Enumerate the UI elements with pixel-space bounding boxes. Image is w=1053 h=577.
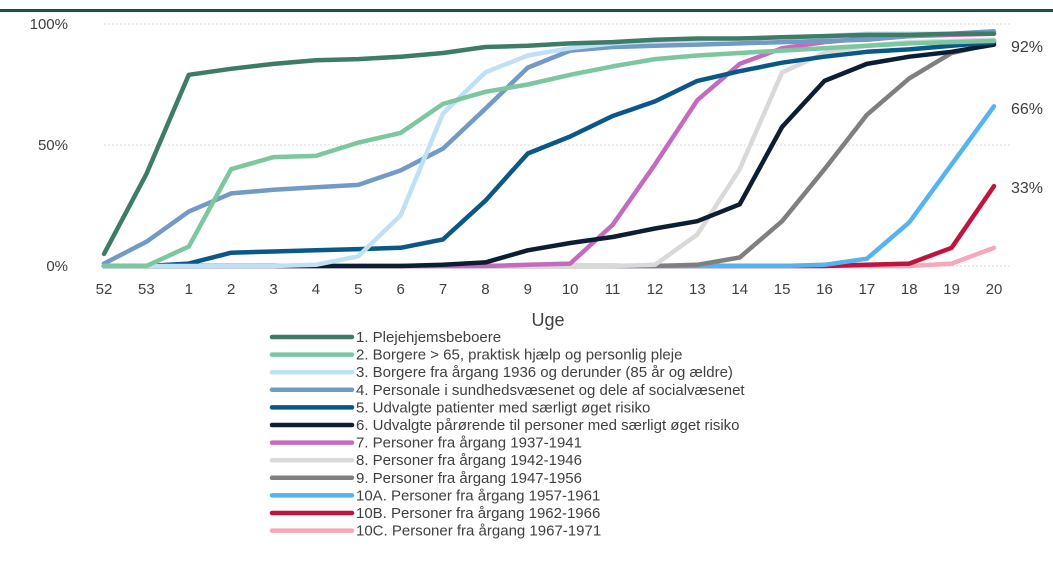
legend-label: 8. Personer fra årgang 1942-1946 — [356, 452, 582, 469]
x-tick-label: 19 — [943, 281, 960, 298]
y-tick-label: 50% — [38, 137, 68, 154]
legend-label: 1. Plejehjemsbeboere — [356, 329, 501, 346]
end-label: 66% — [1011, 101, 1043, 118]
x-tick-label: 9 — [524, 281, 532, 298]
x-tick-label: 17 — [859, 281, 876, 298]
legend-label: 5. Udvalgte patienter med særligt øget r… — [356, 399, 650, 416]
x-tick-label: 10 — [562, 281, 579, 298]
x-tick-label: 16 — [816, 281, 833, 298]
x-tick-label: 18 — [901, 281, 918, 298]
series-group — [101, 29, 997, 269]
legend-label: 10B. Personer fra årgang 1962-1966 — [356, 505, 600, 522]
x-tick-label: 52 — [96, 281, 113, 298]
legend-label: 3. Borgere fra årgang 1936 og derunder (… — [356, 364, 733, 381]
top-rule — [0, 9, 1053, 12]
x-tick-label: 7 — [439, 281, 447, 298]
x-tick-label: 1 — [185, 281, 193, 298]
series-line-2 — [101, 38, 997, 269]
x-tick-label: 13 — [689, 281, 706, 298]
series-line-4 — [101, 29, 997, 266]
x-tick-label: 12 — [647, 281, 664, 298]
legend-label: 10C. Personer fra årgang 1967-1971 — [356, 523, 601, 540]
legend-label: 7. Personer fra årgang 1937-1941 — [356, 435, 582, 452]
x-tick-label: 3 — [269, 281, 277, 298]
x-tick-label: 20 — [986, 281, 1003, 298]
x-tick-label: 15 — [774, 281, 791, 298]
y-tick-label: 100% — [30, 16, 68, 33]
x-tick-label: 2 — [227, 281, 235, 298]
y-axis: 0% 50% 100% — [30, 16, 68, 275]
legend-label: 9. Personer fra årgang 1947-1956 — [356, 470, 582, 487]
x-tick-label: 4 — [312, 281, 320, 298]
x-axis-title: Uge — [531, 310, 564, 330]
end-labels: 92% 66% 33% — [1011, 39, 1043, 197]
legend-label: 2. Borgere > 65, praktisk hjælp og perso… — [356, 347, 682, 364]
series-line-5 — [101, 39, 997, 269]
legend-label: 6. Udvalgte pårørende til personer med s… — [356, 417, 740, 434]
legend-label: 4. Personale i sundhedsvæsenet og dele a… — [356, 382, 745, 399]
end-label: 92% — [1011, 39, 1043, 56]
end-label: 33% — [1011, 180, 1043, 197]
x-tick-label: 14 — [731, 281, 748, 298]
y-tick-label: 0% — [46, 258, 68, 275]
x-tick-label: 11 — [605, 281, 621, 298]
series-line-1 — [101, 31, 997, 257]
x-tick-label: 53 — [138, 281, 155, 298]
legend-label: 10A. Personer fra årgang 1957-1961 — [356, 487, 600, 504]
x-axis: 52 53 1 2 3 4 5 6 7 8 9 10 11 12 13 14 15 16 17 18 19 20 — [96, 281, 1003, 298]
x-tick-label: 8 — [481, 281, 489, 298]
x-tick-label: 5 — [354, 281, 362, 298]
x-tick-label: 6 — [396, 281, 404, 298]
